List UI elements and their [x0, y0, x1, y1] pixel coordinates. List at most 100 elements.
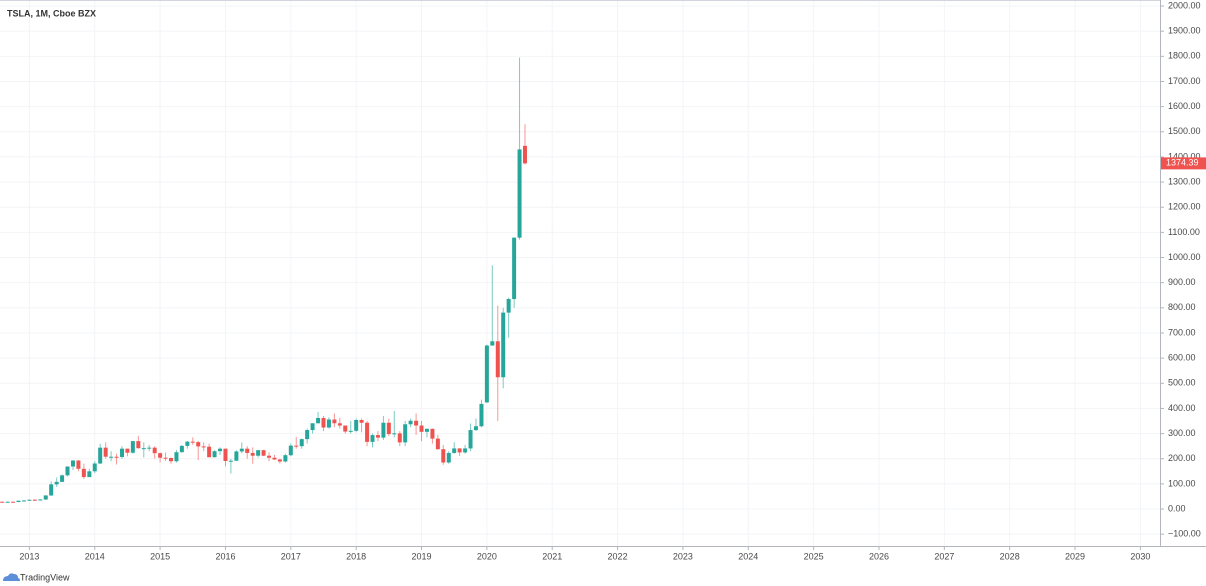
candle-body: [60, 475, 65, 482]
candle-body: [305, 430, 310, 440]
candle-body: [430, 428, 435, 439]
candle-body: [343, 425, 348, 432]
y-tick-label: 300.00: [1168, 428, 1196, 438]
candle-body: [490, 341, 495, 346]
candle-body: [408, 420, 413, 425]
candle-body: [277, 459, 282, 462]
x-tick-label: 2018: [346, 551, 366, 561]
candle-body: [43, 495, 48, 500]
candle-body: [370, 435, 375, 442]
candle-body: [152, 447, 157, 454]
candle-body: [424, 428, 429, 432]
candle-body: [98, 447, 103, 464]
candle-body: [392, 433, 397, 435]
candle-body: [87, 471, 92, 478]
candle-body: [381, 422, 386, 438]
x-tick-label: 2024: [738, 551, 758, 561]
candle-body: [185, 441, 190, 446]
candle-body: [348, 430, 353, 432]
candle-body: [484, 345, 489, 403]
x-tick-label: 2023: [673, 551, 693, 561]
candle-body: [5, 501, 10, 503]
y-tick-label: 1200.00: [1168, 202, 1201, 212]
candle-body: [136, 441, 141, 449]
candle-body: [457, 448, 462, 453]
candle-body: [299, 439, 304, 447]
y-tick-label: 500.00: [1168, 378, 1196, 388]
logo: [3, 573, 20, 581]
candle-body: [114, 456, 119, 458]
candle-body: [32, 499, 37, 501]
candle-body: [147, 447, 152, 449]
candle-body: [212, 451, 217, 458]
candle-body: [130, 441, 135, 453]
candle-body: [414, 420, 419, 426]
candle-body: [463, 448, 468, 453]
candle-body: [386, 422, 391, 435]
candle-body: [337, 423, 342, 426]
y-tick-label: 600.00: [1168, 353, 1196, 363]
candle-body: [92, 463, 97, 472]
candle-body: [321, 417, 326, 428]
candle-body: [256, 450, 261, 456]
candle-body: [196, 442, 201, 447]
candle-body: [120, 448, 125, 457]
axes: −100.00 0.00 100.00 200.00 300.00 400.00 500.0…: [19, 0, 1206, 561]
candle-body: [468, 430, 473, 449]
y-tick-label: 1600.00: [1168, 101, 1201, 111]
y-tick-label: 700.00: [1168, 327, 1196, 337]
x-tick-label: 2030: [1130, 551, 1150, 561]
candle-body: [359, 420, 364, 423]
candle-body: [76, 460, 81, 469]
candle-body: [397, 433, 402, 443]
candle-body: [441, 449, 446, 463]
candle-body: [207, 446, 212, 458]
grid: [0, 0, 1160, 546]
candle-body: [473, 426, 478, 431]
candle-body: [234, 451, 239, 461]
candle-body: [223, 448, 228, 461]
y-tick-label: 900.00: [1168, 277, 1196, 287]
candle-body: [125, 448, 130, 453]
y-tick-label: 800.00: [1168, 302, 1196, 312]
candle-body: [452, 448, 457, 453]
candle-body: [288, 445, 293, 456]
footer: TradingView: [20, 572, 70, 582]
candle-body: [419, 425, 424, 432]
candle-body: [326, 419, 331, 428]
candle-body: [375, 435, 380, 438]
candle-body: [174, 452, 179, 462]
candle-body: [310, 423, 315, 431]
candle-body: [228, 460, 233, 462]
candle-body: [245, 448, 250, 453]
y-tick-label: 100.00: [1168, 478, 1196, 488]
candle-body: [169, 457, 174, 462]
last-price-box: [1161, 157, 1206, 170]
candle-body: [141, 448, 146, 450]
candle-body: [294, 445, 299, 447]
x-tick-label: 2019: [412, 551, 432, 561]
candle-body: [250, 452, 255, 456]
candle-body: [283, 455, 288, 462]
candle-body: [11, 501, 16, 503]
candle-body: [365, 422, 370, 442]
candle-body: [16, 500, 21, 502]
candle-body: [316, 417, 321, 424]
candle-body: [163, 457, 168, 459]
y-tick-label: 0.00: [1168, 503, 1186, 513]
candle-body: [49, 484, 54, 496]
candle-body: [190, 441, 195, 443]
candle-body: [332, 419, 337, 424]
candle-body: [81, 468, 86, 478]
candle-body: [38, 499, 43, 501]
x-tick-label: 2028: [1000, 551, 1020, 561]
candle-body: [261, 450, 266, 456]
y-tick-label: 200.00: [1168, 453, 1196, 463]
y-tick-label: 1400.00: [1168, 151, 1201, 161]
candle-body: [158, 453, 163, 458]
candle-body: [54, 481, 59, 485]
y-tick-label: 1800.00: [1168, 51, 1201, 61]
y-tick-label: 1100.00: [1168, 227, 1200, 237]
